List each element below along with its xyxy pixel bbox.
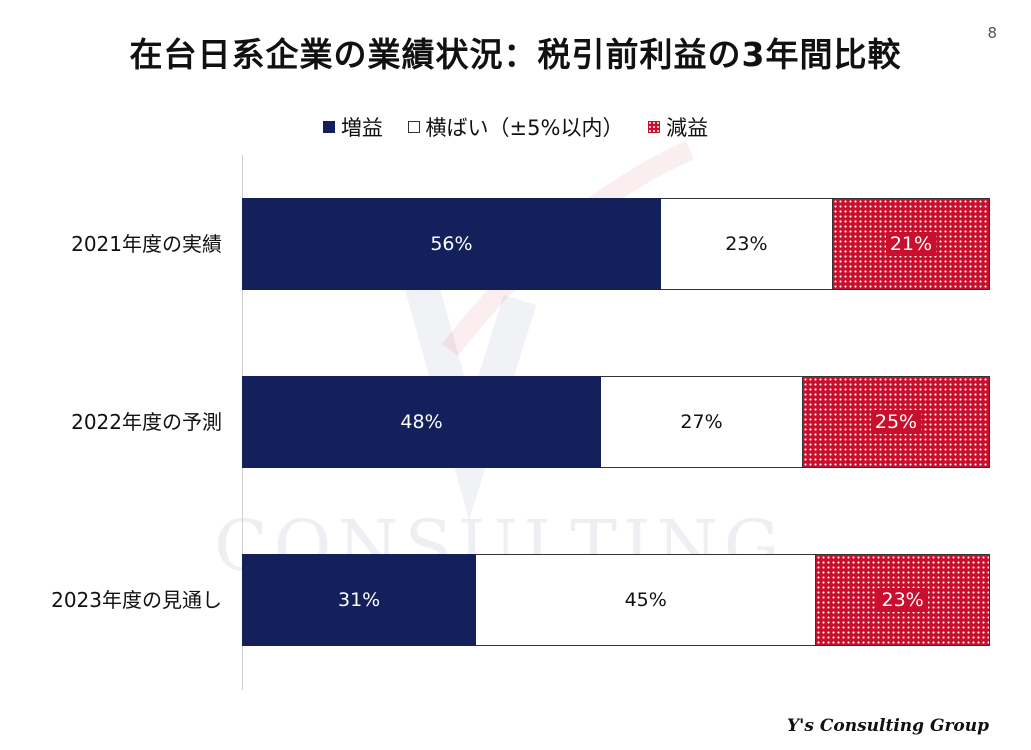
legend-label-increase: 増益 <box>340 116 383 140</box>
data-label: 21% <box>885 232 937 256</box>
data-label: 56% <box>430 233 473 255</box>
bar-row: 56% 23% 21% <box>242 198 990 290</box>
data-label: 23% <box>877 588 928 612</box>
legend-label-flat: 横ばい（±5%以内） <box>425 116 624 140</box>
bar-segment-decrease: 21% <box>832 198 990 290</box>
data-label: 27% <box>680 411 723 433</box>
bar-segment-increase: 31% <box>242 554 477 646</box>
page-title: 在台日系企業の業績状況：税引前利益の3年間比較 <box>129 35 902 74</box>
bar-row: 48% 27% 25% <box>242 376 990 468</box>
bar-segment-decrease: 25% <box>802 376 990 468</box>
legend-swatch-increase <box>322 121 335 133</box>
footer-brand: Y's Consulting Group <box>787 716 989 736</box>
legend-swatch-flat <box>407 121 420 133</box>
data-label: 48% <box>400 411 443 433</box>
data-label: 25% <box>870 410 922 434</box>
data-label: 45% <box>624 589 667 611</box>
legend-swatch-decrease <box>648 121 661 133</box>
bar-segment-flat: 27% <box>601 376 803 468</box>
page-number: 8 <box>987 24 997 42</box>
legend-item-flat: 横ばい（±5%以内） <box>407 112 624 142</box>
bar-segment-increase: 56% <box>242 198 661 290</box>
category-label: 2023年度の見通し <box>51 588 222 612</box>
bar-segment-flat: 23% <box>660 198 833 290</box>
bar-row: 31% 45% 23% <box>242 554 990 646</box>
bar-segment-increase: 48% <box>242 376 602 468</box>
bar-segment-flat: 45% <box>476 554 817 646</box>
category-label: 2021年度の実績 <box>71 232 222 256</box>
data-label: 23% <box>725 233 768 255</box>
legend-label-decrease: 減益 <box>666 116 709 140</box>
bar-segment-decrease: 23% <box>816 554 990 646</box>
category-label: 2022年度の予測 <box>71 410 222 434</box>
data-label: 31% <box>337 589 381 611</box>
legend-item-increase: 増益 <box>322 112 383 142</box>
legend-item-decrease: 減益 <box>648 112 708 142</box>
legend: 増益 横ばい（±5%以内） 減益 <box>0 112 1031 142</box>
